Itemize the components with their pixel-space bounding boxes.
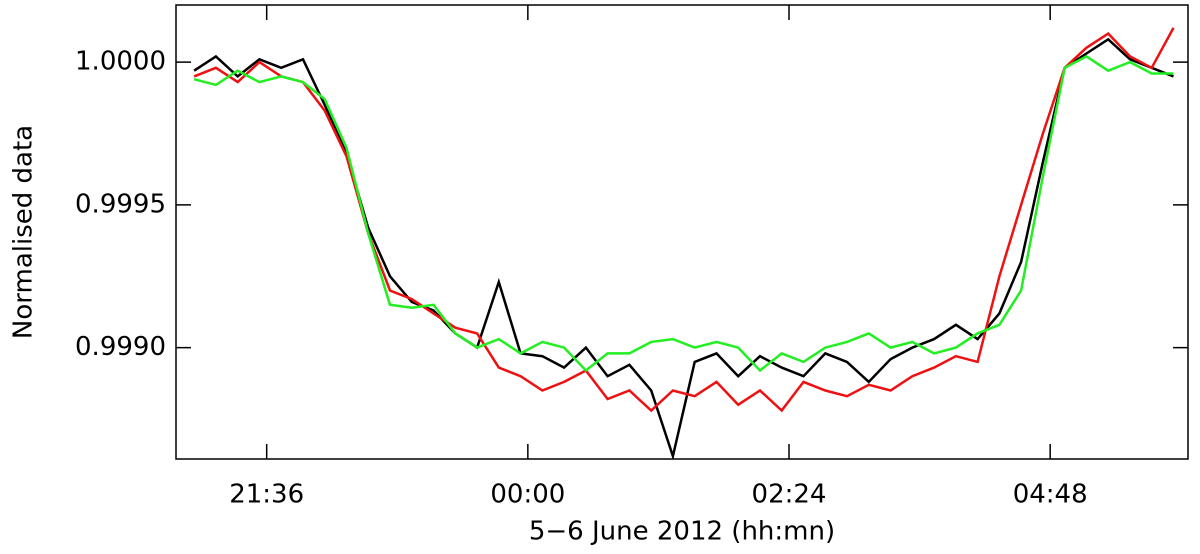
data-line <box>193 54 1174 373</box>
data-line <box>193 27 1175 413</box>
plot-frame <box>175 4 1189 460</box>
y-tick-label: 0.9995 <box>75 189 166 219</box>
y-tick-label: 0.9990 <box>75 332 166 362</box>
x-tick-label: 00:00 <box>490 480 565 510</box>
y-tick-label: 1.0000 <box>75 47 166 77</box>
x-tick-label: 21:36 <box>229 480 304 510</box>
x-axis-label: 5−6 June 2012 (hh:mn) <box>529 517 835 547</box>
x-tick-label: 04:48 <box>1013 480 1088 510</box>
y-axis-label: Normalised data <box>9 125 39 339</box>
x-tick-label: 02:24 <box>752 480 827 510</box>
